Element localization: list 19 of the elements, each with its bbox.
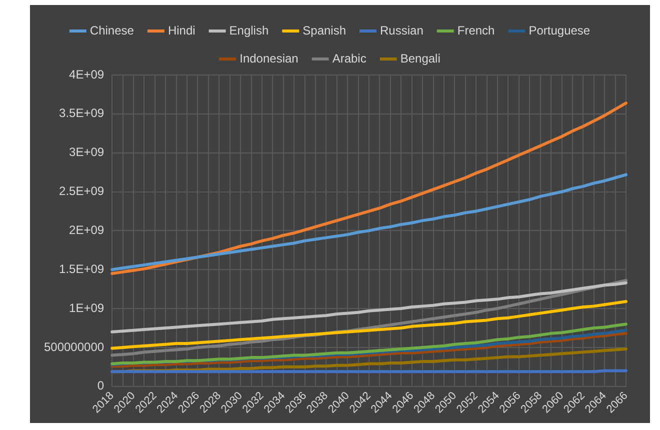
legend-label: English bbox=[229, 23, 269, 38]
y-tick-label: 4E+09 bbox=[69, 67, 104, 82]
legend-label: Chinese bbox=[90, 23, 134, 38]
y-tick-label: 500000000 bbox=[44, 340, 104, 354]
legend-label: Indonesian bbox=[240, 51, 298, 66]
legend-label: Bengali bbox=[400, 51, 440, 66]
legend-label: Hindi bbox=[168, 23, 196, 38]
y-tick-label: 3E+09 bbox=[69, 145, 104, 160]
legend-label: Portuguese bbox=[528, 23, 590, 38]
legend-label: Russian bbox=[380, 23, 424, 38]
y-tick-label: 0 bbox=[97, 378, 104, 393]
y-tick-label: 1.5E+09 bbox=[59, 262, 104, 276]
legend-label: Arabic bbox=[332, 51, 366, 66]
y-tick-label: 2E+09 bbox=[69, 222, 104, 237]
y-tick-label: 2.5E+09 bbox=[59, 184, 104, 198]
y-tick-label: 3.5E+09 bbox=[59, 106, 104, 120]
y-tick-label: 1E+09 bbox=[69, 300, 104, 315]
legend-label: French bbox=[457, 23, 495, 38]
legend-label: Spanish bbox=[302, 23, 346, 38]
